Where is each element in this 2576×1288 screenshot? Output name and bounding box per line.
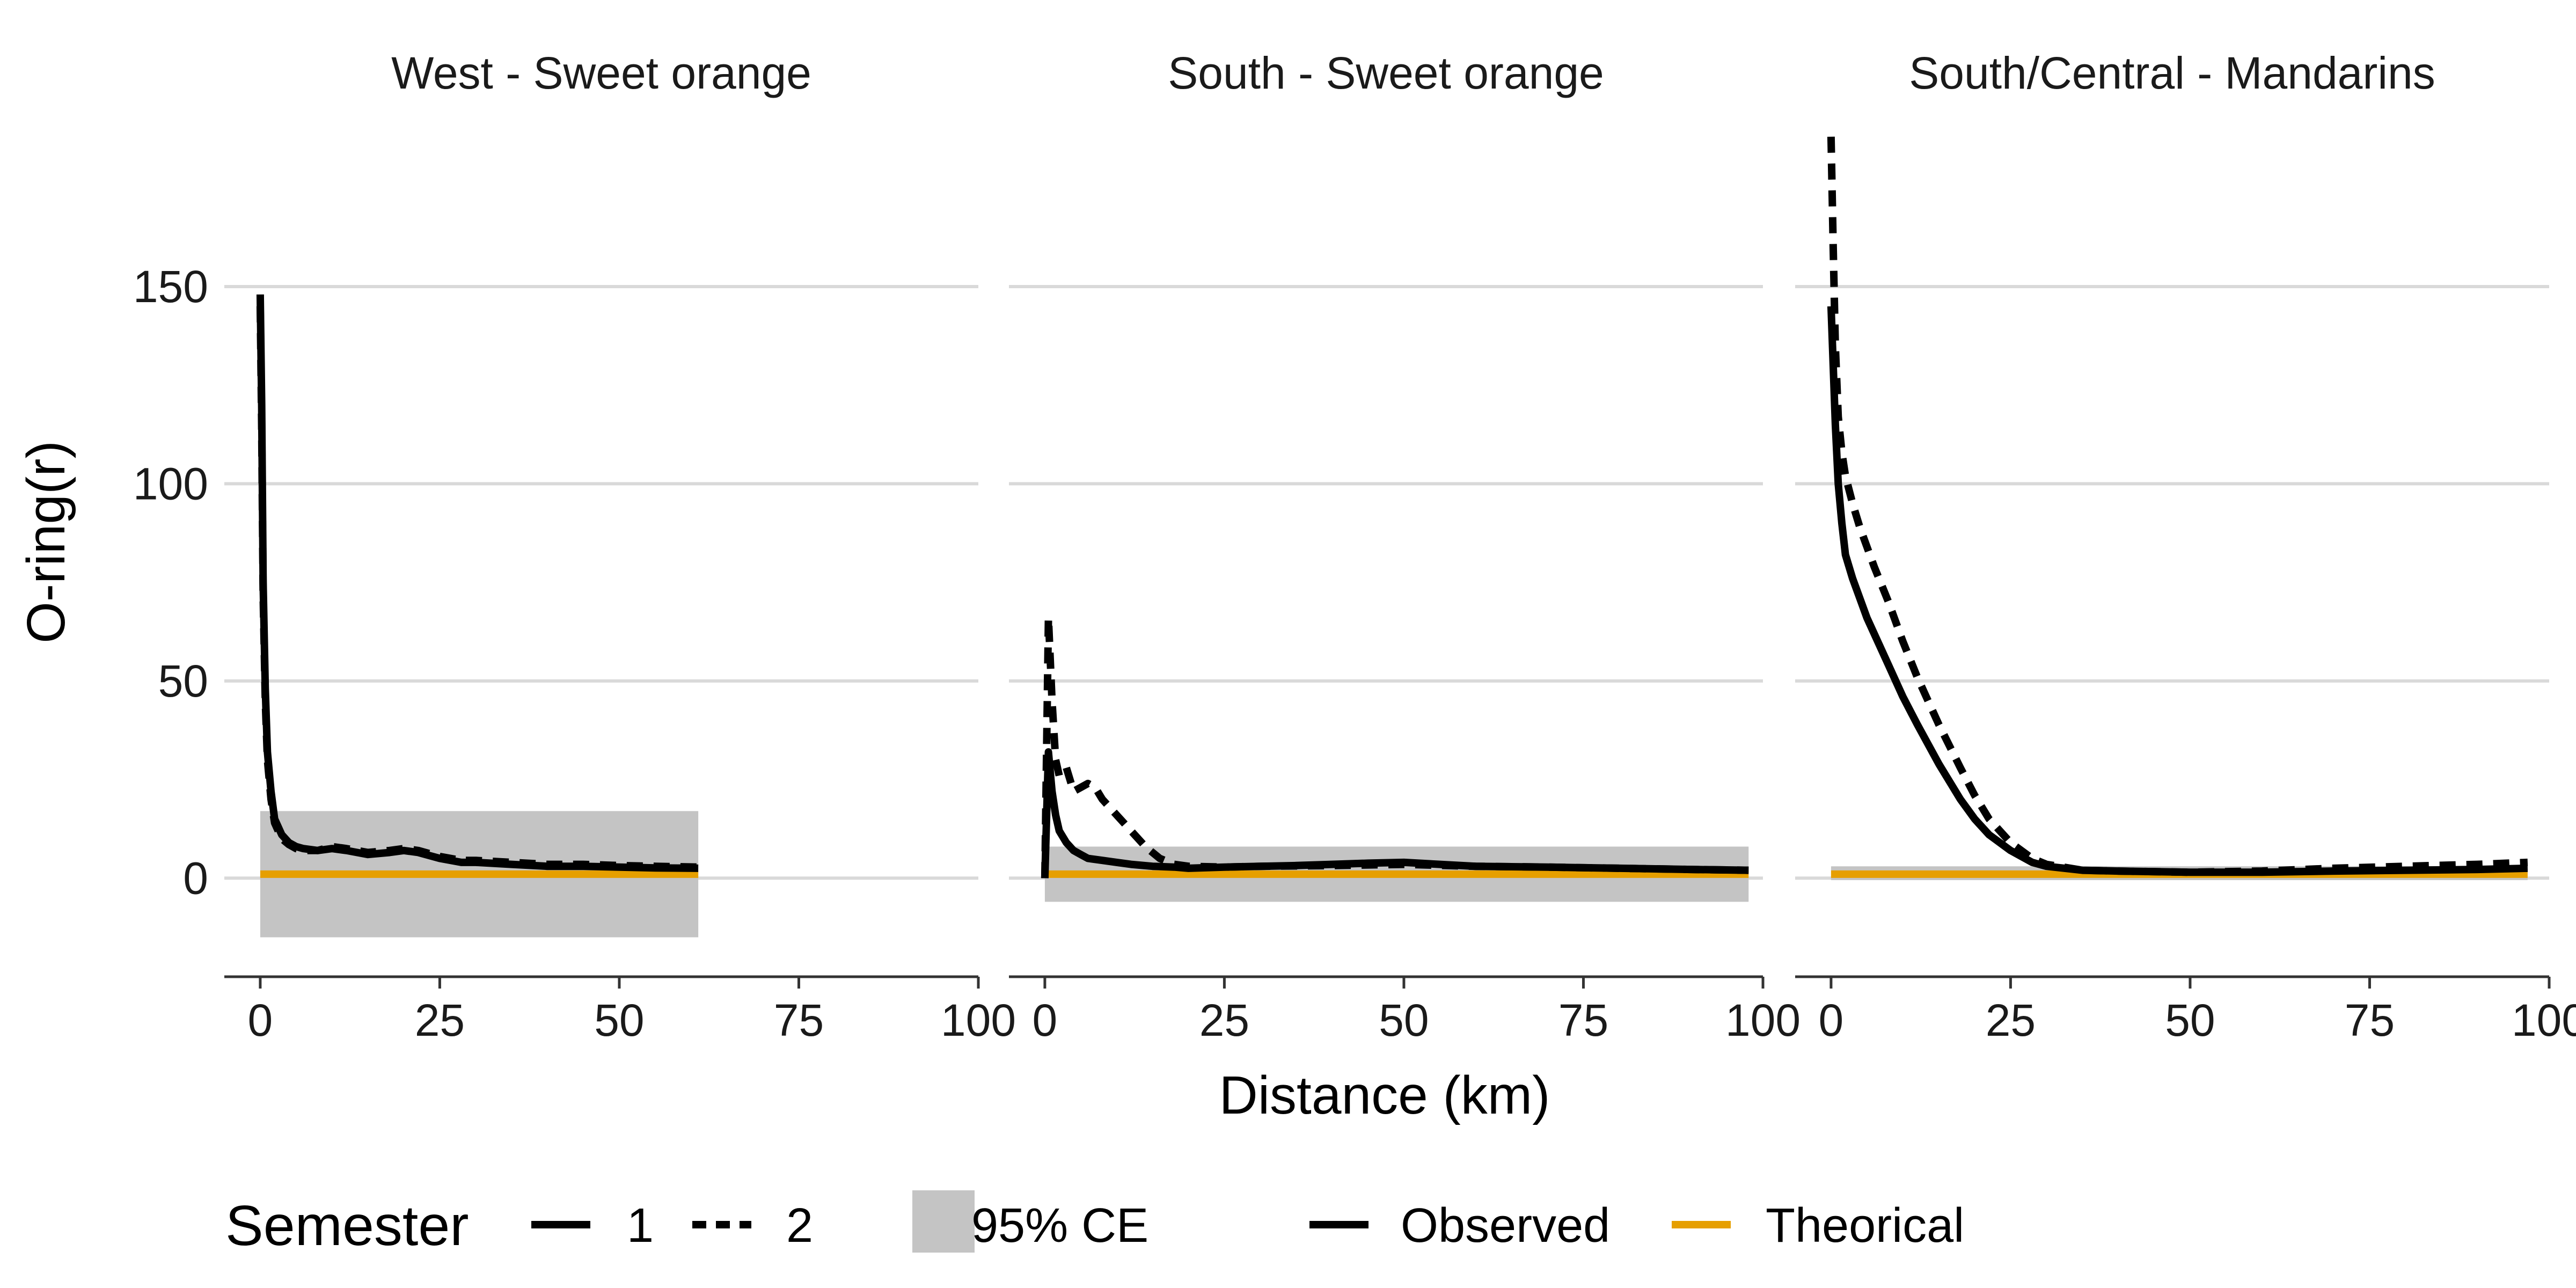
legend-semester-2-label: 2: [786, 1199, 813, 1253]
x-tick-label: 100: [1725, 995, 1801, 1045]
x-axis-title: Distance (km): [1219, 1065, 1550, 1125]
panel-2: South - Sweet orange 0 25 50 75 100: [1009, 48, 1801, 1045]
y-tick-label: 150: [133, 261, 208, 312]
observed-line-semester-2: [1041, 614, 1749, 879]
x-tick-label: 0: [1033, 995, 1058, 1045]
panel-title: South - Sweet orange: [1168, 48, 1604, 98]
x-tick-label: 0: [1819, 995, 1844, 1045]
legend-envelope-key: [912, 1190, 975, 1253]
x-tick-label: 50: [594, 995, 644, 1045]
x-tick-label: 25: [415, 995, 465, 1045]
y-axis-title: O-ring(r): [16, 441, 76, 643]
x-tick-label: 25: [1986, 995, 2036, 1045]
x-tick-label: 50: [1379, 995, 1429, 1045]
legend-envelope-label: 95% CE: [971, 1199, 1148, 1253]
observed-line-semester-2: [256, 306, 699, 871]
y-tick-label: 50: [158, 656, 208, 706]
legend: Semester 1 2 95% CE Observed Theorical: [225, 1190, 1964, 1257]
y-tick-label: 100: [133, 458, 208, 509]
panel-3: South/Central - Mandarins 0 25 50 75 100: [1795, 48, 2576, 1045]
observed-line-semester-2: [1827, 136, 2528, 876]
x-tick-label: 50: [2165, 995, 2215, 1045]
y-tick-label: 0: [183, 853, 208, 903]
x-tick-label: 100: [2512, 995, 2576, 1045]
x-tick-label: 100: [941, 995, 1016, 1045]
x-tick-label: 75: [774, 995, 824, 1045]
legend-semester-title: Semester: [225, 1194, 469, 1257]
observed-line-semester-1: [1827, 306, 2528, 876]
legend-observed-label: Observed: [1401, 1199, 1610, 1253]
x-tick-label: 0: [248, 995, 273, 1045]
legend-theorical-label: Theorical: [1766, 1199, 1964, 1253]
x-tick-label: 25: [1199, 995, 1249, 1045]
x-tick-label: 75: [2345, 995, 2395, 1045]
panel-title: West - Sweet orange: [391, 48, 811, 98]
panel-1: West - Sweet orange 0 50 100 150 0 25 50 75 100: [133, 48, 1016, 1045]
x-tick-label: 75: [1558, 995, 1608, 1045]
legend-semester-1-label: 1: [627, 1199, 654, 1253]
observed-line-semester-1: [256, 294, 699, 872]
panel-title: South/Central - Mandarins: [1909, 48, 2435, 98]
